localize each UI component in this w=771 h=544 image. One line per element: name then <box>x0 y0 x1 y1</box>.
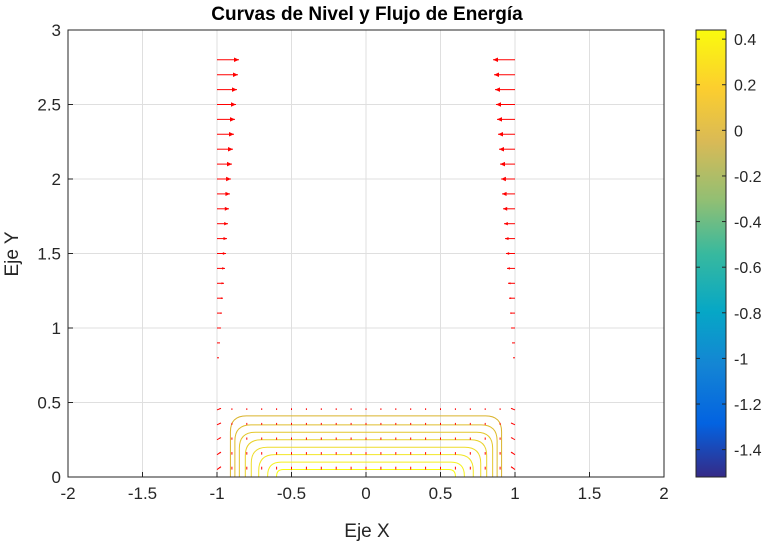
flow-arrow <box>217 161 232 167</box>
flow-arrow <box>217 117 235 122</box>
flow-arrow <box>217 146 233 152</box>
flow-arrow <box>510 466 516 470</box>
flow-arrow <box>217 312 222 314</box>
y-tick-label: 0 <box>52 468 61 487</box>
flow-arrow <box>497 117 515 122</box>
flow-arrow <box>502 191 515 196</box>
flow-arrow <box>496 102 515 107</box>
x-tick-label: 2 <box>659 484 668 503</box>
colorbar <box>695 29 727 478</box>
colorbar-tick-label: -1 <box>734 351 748 368</box>
colorbar-tick-label: -1.2 <box>734 397 762 414</box>
flow-arrow <box>216 466 222 470</box>
flow-arrow <box>216 437 222 441</box>
flow-arrow <box>511 327 515 329</box>
colorbar-tick-label: 0.4 <box>734 32 756 49</box>
y-tick-label: 2.5 <box>37 96 61 115</box>
flow-arrow <box>500 161 515 167</box>
x-tick-label: 0 <box>361 484 370 503</box>
flow-arrow <box>217 297 223 300</box>
flow-arrow <box>217 267 225 270</box>
y-tick-label: 3 <box>52 21 61 40</box>
flow-arrow <box>217 57 239 63</box>
flow-arrow <box>498 132 515 137</box>
x-tick-label: -2 <box>60 484 75 503</box>
flow-arrow <box>216 451 222 456</box>
flow-arrow <box>510 407 516 411</box>
flow-arrow <box>216 407 222 411</box>
x-tick-label: 0.5 <box>429 484 453 503</box>
contour-line <box>267 461 465 477</box>
flow-arrow <box>217 237 227 241</box>
flow-arrow <box>510 312 515 314</box>
y-tick-label: 2 <box>52 170 61 189</box>
colorbar-ticks: 0.4 0.2 0 -0.2 -0.4 -0.6 -0.8 -1 -1.2 -1.4 <box>696 32 762 460</box>
flow-arrow <box>217 176 231 182</box>
y-tick-label: 0.5 <box>37 394 61 413</box>
flow-arrow <box>499 146 515 152</box>
x-tick-label: -0.5 <box>277 484 306 503</box>
chart-title: Curvas de Nivel y Flujo de Energía <box>211 4 523 25</box>
colorbar-tick-label: -0.6 <box>734 260 762 277</box>
flow-arrow <box>507 267 515 270</box>
flow-arrow <box>217 72 238 77</box>
flow-arrow <box>510 437 516 441</box>
colorbar-tick-label: -0.4 <box>734 215 762 232</box>
flow-arrow <box>217 221 228 226</box>
flow-arrow <box>216 422 222 426</box>
flow-arrow <box>505 237 515 241</box>
colorbar-tick-label: -0.2 <box>734 169 762 186</box>
x-tick-label: -1 <box>209 484 224 503</box>
colorbar-tick-label: 0.2 <box>734 78 756 95</box>
x-tick-label: 1 <box>510 484 519 503</box>
axis-ticks: -2 -1.5 -1 -0.5 0 0.5 1 1.5 2 0 0.5 1 1.5 2 2.5 3 <box>37 21 668 503</box>
flow-arrow <box>495 87 515 92</box>
y-axis-label: Eje Y <box>2 231 23 276</box>
y-tick-label: 1 <box>52 319 61 338</box>
flow-arrow <box>494 72 515 77</box>
flow-arrow <box>504 221 515 226</box>
flow-arrow <box>217 282 224 285</box>
x-tick-label: 1.5 <box>578 484 602 503</box>
flow-arrow <box>501 176 515 182</box>
x-tick-label: -1.5 <box>128 484 157 503</box>
contour-line <box>250 446 482 477</box>
flow-arrow <box>510 451 516 456</box>
flow-arrow <box>510 422 516 426</box>
colorbar-tick-label: 0 <box>734 123 743 140</box>
flow-arrow <box>217 191 230 196</box>
flow-arrow <box>217 206 229 211</box>
colorbar-tick-label: -0.8 <box>734 306 762 323</box>
flow-arrow <box>508 282 515 285</box>
colorbar-tick-label: -1.4 <box>734 443 762 460</box>
flow-arrow <box>503 206 515 211</box>
flow-arrow <box>217 252 226 255</box>
flow-arrow <box>217 132 234 137</box>
flow-arrow <box>217 87 237 92</box>
contour-line <box>238 431 494 477</box>
flow-arrow <box>217 102 236 107</box>
flow-arrow <box>506 252 515 255</box>
energy-flow-arrows <box>216 57 516 470</box>
contour-line <box>229 415 503 477</box>
flow-arrow <box>509 297 515 300</box>
x-axis-label: Eje X <box>344 521 390 542</box>
y-tick-label: 1.5 <box>37 245 61 264</box>
flow-arrow <box>217 327 221 329</box>
flow-arrow <box>493 57 515 63</box>
